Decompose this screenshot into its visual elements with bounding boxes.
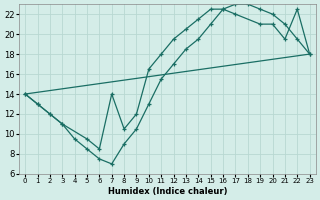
X-axis label: Humidex (Indice chaleur): Humidex (Indice chaleur)	[108, 187, 227, 196]
